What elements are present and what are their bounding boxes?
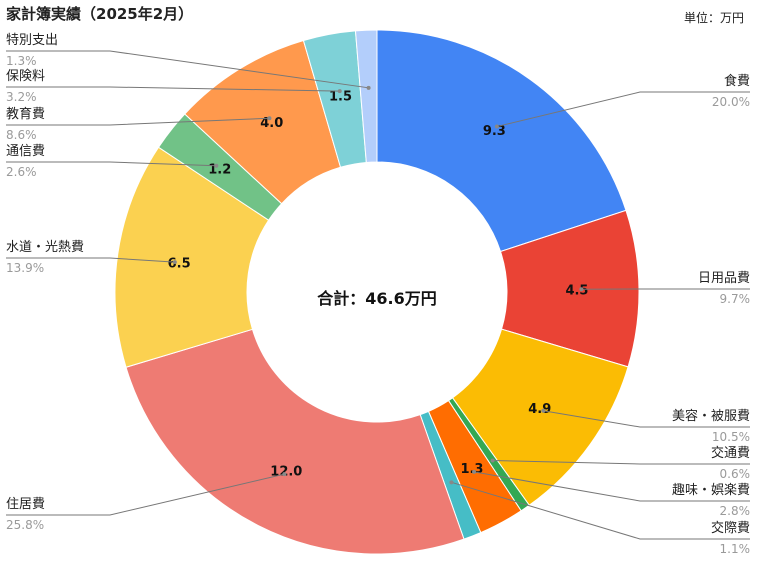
category-label-8: 水道・光熱費 bbox=[6, 240, 84, 255]
percent-label-9: 2.6% bbox=[6, 165, 37, 179]
leader-line-3 bbox=[543, 410, 750, 428]
center-total: 合計：46.6万円 bbox=[317, 289, 436, 308]
leader-dot-1 bbox=[494, 124, 499, 129]
leader-dot-9 bbox=[214, 163, 219, 168]
value-label-9: 1.2 bbox=[208, 162, 231, 177]
category-label-9: 通信費 bbox=[6, 144, 45, 159]
leader-line-4 bbox=[492, 460, 750, 465]
leader-dot-5 bbox=[472, 469, 477, 474]
leader-dot-10 bbox=[267, 116, 272, 121]
percent-label-5: 2.8% bbox=[720, 504, 751, 518]
category-label-12: 特別支出 bbox=[6, 33, 58, 48]
category-label-4: 交通費 bbox=[711, 445, 750, 461]
percent-label-11: 3.2% bbox=[6, 90, 37, 104]
percent-label-3: 10.5% bbox=[712, 430, 750, 444]
leader-dot-4 bbox=[490, 458, 495, 463]
leader-dot-6 bbox=[449, 480, 454, 485]
percent-label-4: 0.6% bbox=[720, 467, 751, 481]
slice-8 bbox=[114, 146, 270, 368]
value-label-10: 4.0 bbox=[260, 116, 283, 131]
slice-1 bbox=[376, 29, 627, 253]
value-label-1: 9.3 bbox=[483, 124, 506, 139]
value-label-5: 1.3 bbox=[460, 462, 483, 477]
slice-12 bbox=[354, 29, 378, 163]
percent-label-12: 1.3% bbox=[6, 54, 37, 68]
leader-dot-12 bbox=[366, 85, 371, 90]
slice-7 bbox=[125, 328, 465, 555]
leader-dot-7 bbox=[282, 472, 287, 477]
leader-line-9 bbox=[6, 161, 217, 167]
percent-label-7: 25.8% bbox=[6, 518, 44, 532]
leader-line-12 bbox=[6, 50, 369, 89]
category-label-3: 美容・被服費 bbox=[672, 408, 750, 424]
leader-dot-3 bbox=[541, 408, 546, 413]
percent-label-6: 1.1% bbox=[720, 542, 751, 556]
percent-label-1: 20.0% bbox=[712, 95, 750, 109]
leader-dot-11 bbox=[337, 89, 342, 94]
value-label-7: 12.0 bbox=[270, 464, 302, 479]
category-label-10: 教育費 bbox=[6, 106, 45, 122]
leader-line-group bbox=[6, 50, 750, 540]
value-label-group: 9.3 4.5 4.9 1.3 12.0 6.5 1.2 4.0 1.5 bbox=[168, 89, 589, 479]
category-label-group: 食費 20.0% 日用品費 9.7% 美容・被服費 10.5%交通費 0.6%趣味・娯楽費 2… bbox=[6, 33, 750, 556]
percent-label-8: 13.9% bbox=[6, 261, 44, 275]
category-label-6: 交際費 bbox=[711, 520, 750, 536]
category-label-2: 日用品費 bbox=[698, 271, 750, 286]
leader-line-1 bbox=[496, 91, 750, 127]
value-label-2: 4.5 bbox=[565, 283, 588, 298]
category-label-5: 趣味・娯楽費 bbox=[672, 482, 750, 498]
leader-dot-8 bbox=[172, 260, 177, 265]
chart-title: 家計簿実績（2025年2月） bbox=[6, 5, 193, 23]
leader-line-7 bbox=[6, 473, 285, 516]
leader-line-11 bbox=[6, 86, 340, 92]
leader-line-10 bbox=[6, 117, 270, 126]
percent-label-10: 8.6% bbox=[6, 128, 37, 142]
unit-note: 単位：万円 bbox=[684, 10, 744, 25]
leader-line-6 bbox=[451, 481, 750, 540]
category-label-7: 住居費 bbox=[6, 497, 45, 512]
leader-line-5 bbox=[473, 471, 750, 502]
value-label-11: 1.5 bbox=[329, 89, 352, 104]
value-label-8: 6.5 bbox=[168, 257, 191, 272]
value-label-3: 4.9 bbox=[528, 402, 551, 417]
leader-line-8 bbox=[6, 257, 175, 263]
category-label-11: 保険料 bbox=[6, 69, 45, 84]
percent-label-2: 9.7% bbox=[720, 292, 751, 306]
leader-dot-2 bbox=[579, 287, 584, 292]
slice-group bbox=[114, 29, 640, 555]
category-label-1: 食費 bbox=[724, 73, 750, 89]
